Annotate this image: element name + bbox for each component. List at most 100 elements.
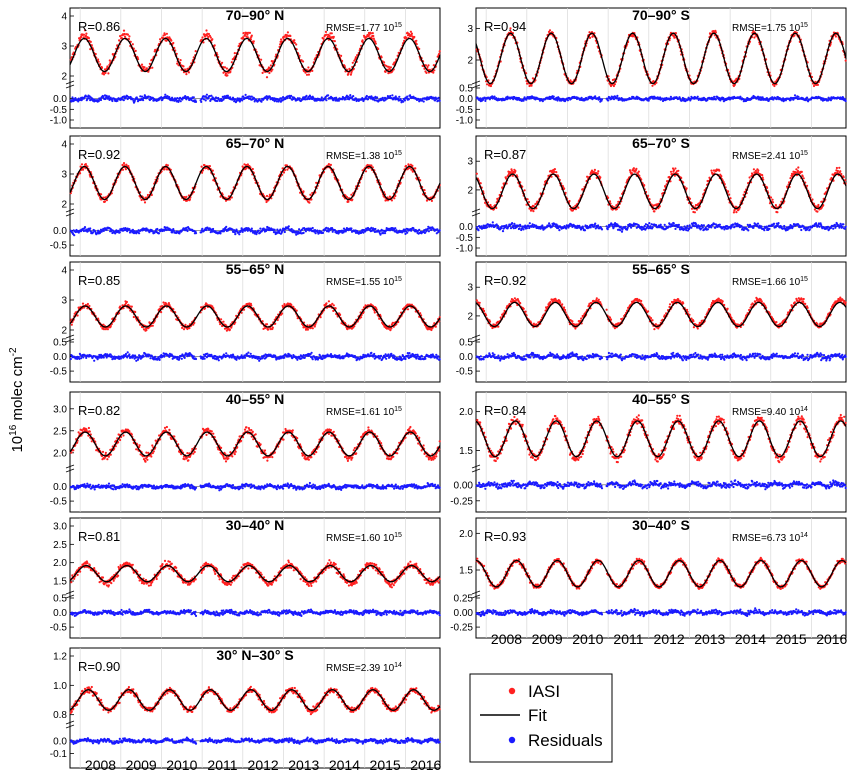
- residual-point: [302, 231, 305, 234]
- iasi-point: [305, 73, 309, 76]
- resid-tick-label: -0.5: [50, 105, 68, 116]
- resid-tick-label: 0.0: [459, 94, 473, 105]
- iasi-point: [308, 201, 311, 204]
- axis-break: [65, 84, 75, 89]
- residual-point: [418, 228, 421, 231]
- iasi-point: [185, 73, 188, 76]
- iasi-point: [307, 73, 310, 76]
- iasi-point: [102, 73, 106, 76]
- resid-tick-label: -0.5: [50, 241, 68, 252]
- y-tick-label: 3: [61, 42, 67, 53]
- iasi-point: [568, 199, 571, 203]
- iasi-point: [128, 35, 131, 38]
- iasi-point: [248, 31, 251, 34]
- iasi-point: [131, 43, 134, 46]
- residual-point: [321, 231, 325, 234]
- rmse-label: RMSE=1.38 1015: [326, 150, 402, 162]
- residual-point: [225, 225, 228, 228]
- residual-point: [580, 96, 583, 99]
- residual-point: [314, 232, 317, 235]
- iasi-point: [333, 40, 336, 43]
- r-label: R=0.86: [78, 19, 120, 34]
- iasi-point: [548, 29, 552, 32]
- iasi-point: [124, 168, 127, 171]
- iasi-point: [635, 167, 638, 170]
- iasi-point: [411, 164, 414, 167]
- y-tick-label: 2: [61, 200, 67, 211]
- residual-point: [290, 228, 293, 231]
- iasi-point: [172, 41, 175, 45]
- residual-point: [406, 231, 409, 234]
- iasi-point: [265, 76, 269, 79]
- iasi-point: [85, 32, 88, 35]
- iasi-point: [79, 172, 82, 175]
- iasi-point: [166, 164, 169, 167]
- residual-point: [379, 233, 382, 236]
- residual-point: [376, 96, 379, 99]
- residual-point: [805, 96, 809, 99]
- residual-point: [73, 234, 76, 237]
- iasi-point: [427, 64, 430, 67]
- iasi-point: [632, 167, 636, 170]
- residual-point: [176, 97, 179, 100]
- iasi-point: [226, 74, 229, 77]
- residual-point: [205, 228, 208, 232]
- residual-point: [607, 99, 610, 102]
- residual-points: [69, 93, 441, 104]
- iasi-point: [340, 54, 343, 58]
- iasi-point: [653, 210, 656, 213]
- iasi-point: [203, 164, 206, 167]
- iasi-point: [409, 30, 412, 33]
- iasi-point: [672, 169, 676, 172]
- residual-point: [194, 232, 198, 235]
- iasi-point: [404, 164, 408, 168]
- iasi-point: [797, 166, 800, 169]
- iasi-point: [100, 66, 104, 69]
- fit-line: [475, 32, 847, 85]
- residual-point: [186, 229, 189, 233]
- iasi-point: [129, 40, 132, 43]
- iasi-point: [203, 35, 207, 38]
- iasi-point: [593, 168, 597, 171]
- iasi-point: [97, 58, 100, 61]
- resid-tick-label: -1.0: [456, 116, 474, 127]
- residual-point: [344, 98, 347, 101]
- iasi-point: [424, 64, 428, 67]
- iasi-point: [532, 210, 535, 213]
- residual-point: [192, 96, 195, 99]
- iasi-point: [757, 169, 760, 172]
- panel-title: 70–90° S: [632, 7, 690, 23]
- iasi-point: [159, 38, 162, 41]
- residual-point: [407, 98, 410, 101]
- residual-point: [157, 232, 161, 235]
- iasi-point: [201, 36, 204, 39]
- iasi-point: [643, 184, 646, 187]
- residual-point: [616, 94, 619, 97]
- iasi-point: [127, 165, 130, 168]
- iasi-point: [690, 207, 694, 210]
- iasi-point: [140, 63, 144, 66]
- ylabel-text: molec cm: [9, 356, 26, 424]
- iasi-point: [213, 44, 216, 47]
- iasi-point: [83, 29, 87, 32]
- iasi-point: [165, 32, 168, 35]
- residual-points: [475, 94, 847, 103]
- iasi-point: [126, 33, 129, 36]
- iasi-point: [372, 34, 375, 38]
- iasi-point: [80, 163, 84, 166]
- iasi-point: [410, 168, 413, 171]
- residual-point: [212, 227, 215, 231]
- iasi-point: [329, 163, 332, 166]
- iasi-point: [735, 211, 738, 214]
- iasi-point: [769, 196, 773, 199]
- residual-point: [107, 95, 111, 98]
- iasi-point: [225, 67, 228, 70]
- iasi-point: [526, 82, 529, 85]
- residual-point: [335, 96, 338, 99]
- residual-point: [797, 95, 800, 98]
- residual-point: [156, 227, 159, 231]
- iasi-point: [121, 163, 124, 167]
- residual-point: [268, 96, 272, 99]
